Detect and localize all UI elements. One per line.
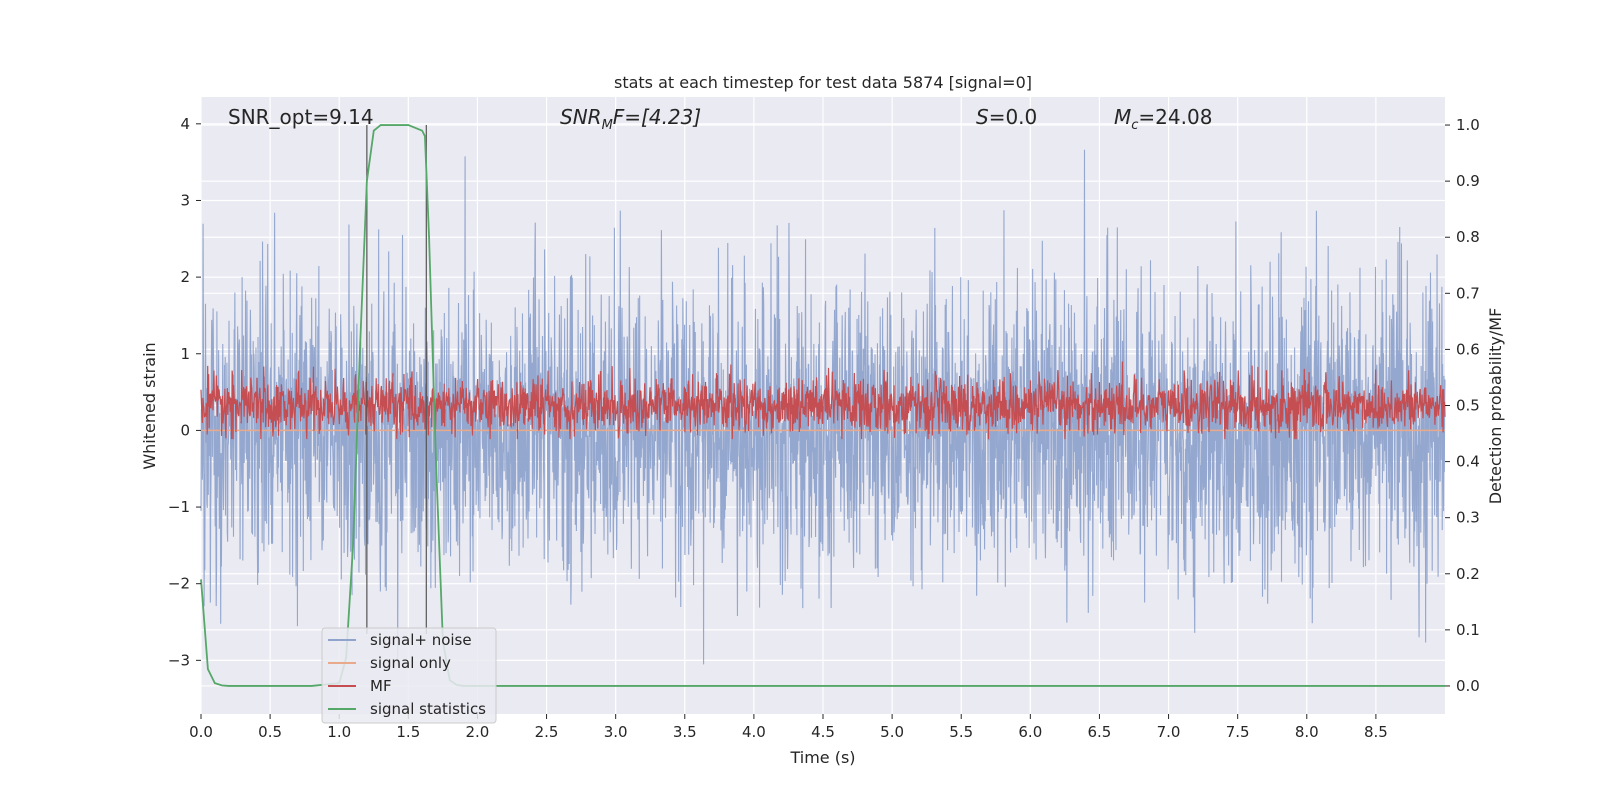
y-tick-label: 4 <box>180 115 190 133</box>
y2-tick-label: 0.7 <box>1456 284 1480 302</box>
annotation-snr-mf-sub: M <box>602 118 613 133</box>
x-tick-label: 8.0 <box>1295 723 1319 741</box>
y-axis-label: Whitened strain <box>140 342 159 469</box>
x-tick-label: 7.5 <box>1226 723 1250 741</box>
annotation-snr-opt: SNR_opt=9.14 <box>228 105 374 129</box>
series-signal-statistics <box>200 124 1445 687</box>
x-tick-label: 2.0 <box>466 723 490 741</box>
legend: signal+ noise signal only MF signal stat… <box>321 627 497 724</box>
x-axis-ticks: 0.0 0.5 1.0 1.5 2.0 2.5 3.0 3.5 4.0 4.5 5.0 5.5 6.0 6… <box>189 714 1388 741</box>
y-tick-label: 0 <box>180 421 190 439</box>
x-tick-label: 3.0 <box>604 723 628 741</box>
y-axis-ticks: −3 −2 −1 0 1 2 3 4 <box>168 115 201 669</box>
annotation-mc-sub: c <box>1131 118 1138 133</box>
y-tick-label: 1 <box>180 345 190 363</box>
y-tick-label: −3 <box>168 651 190 669</box>
y2-tick-label: 0.1 <box>1456 621 1480 639</box>
annotation-s-val: =0.0 <box>989 105 1038 129</box>
chart-title: stats at each timestep for test data 587… <box>614 73 1032 92</box>
x-tick-label: 0.0 <box>189 723 213 741</box>
y2-tick-label: 0.3 <box>1456 509 1480 527</box>
y2-tick-label: 0.5 <box>1456 397 1480 415</box>
y2-axis-ticks: 0.0 0.1 0.2 0.3 0.4 0.5 0.6 0.7 0.8 0.9 1.0 <box>1445 116 1480 695</box>
x-tick-label: 0.5 <box>258 723 282 741</box>
x-tick-label: 3.5 <box>673 723 697 741</box>
x-tick-label: 1.5 <box>396 723 420 741</box>
annotation-mc-val: =24.08 <box>1138 105 1212 129</box>
annotation-mc-var: M <box>1114 105 1131 129</box>
x-tick-label: 4.5 <box>811 723 835 741</box>
x-tick-label: 6.5 <box>1088 723 1112 741</box>
legend-label-signal-only: signal only <box>370 654 451 672</box>
y-tick-label: −2 <box>168 575 190 593</box>
series-mf <box>200 361 1446 440</box>
x-tick-label: 5.0 <box>880 723 904 741</box>
y2-tick-label: 0.4 <box>1456 453 1480 471</box>
annotation-s-var: S <box>976 105 989 129</box>
legend-label-signal-noise: signal+ noise <box>370 631 472 649</box>
y2-tick-label: 0.8 <box>1456 228 1480 246</box>
signal-noise-trace <box>200 149 1446 665</box>
y-tick-label: 2 <box>180 268 190 286</box>
y2-tick-label: 1.0 <box>1456 116 1480 134</box>
x-tick-label: 5.5 <box>949 723 973 741</box>
legend-label-signal-statistics: signal statistics <box>370 700 486 718</box>
y-tick-label: 3 <box>180 191 190 209</box>
annotation-snr-mf-base: SNR <box>560 105 602 129</box>
mf-trace <box>200 361 1446 440</box>
x-tick-label: 2.5 <box>535 723 559 741</box>
annotation-snr-mf: SNRMF=[4.23] <box>560 105 701 133</box>
series-signal-noise <box>200 149 1446 665</box>
x-tick-label: 7.0 <box>1157 723 1181 741</box>
y2-axis-label: Detection probability/MF <box>1486 308 1505 505</box>
annotation-s: S=0.0 <box>976 105 1037 129</box>
x-tick-label: 8.5 <box>1364 723 1388 741</box>
legend-label-mf: MF <box>370 677 392 695</box>
annotation-snr-mf-rest: F=[4.23] <box>613 105 701 129</box>
y2-tick-label: 0.6 <box>1456 340 1480 358</box>
y2-tick-label: 0.0 <box>1456 677 1480 695</box>
x-tick-label: 1.0 <box>327 723 351 741</box>
y-tick-label: −1 <box>168 498 190 516</box>
y2-tick-label: 0.2 <box>1456 565 1480 583</box>
x-axis-label: Time (s) <box>789 748 855 767</box>
legend-box <box>321 627 497 724</box>
y2-tick-label: 0.9 <box>1456 172 1480 190</box>
x-tick-label: 4.0 <box>742 723 766 741</box>
annotation-mc: Mc=24.08 <box>1114 105 1212 133</box>
x-tick-label: 6.0 <box>1018 723 1042 741</box>
vertical-markers <box>366 125 427 634</box>
